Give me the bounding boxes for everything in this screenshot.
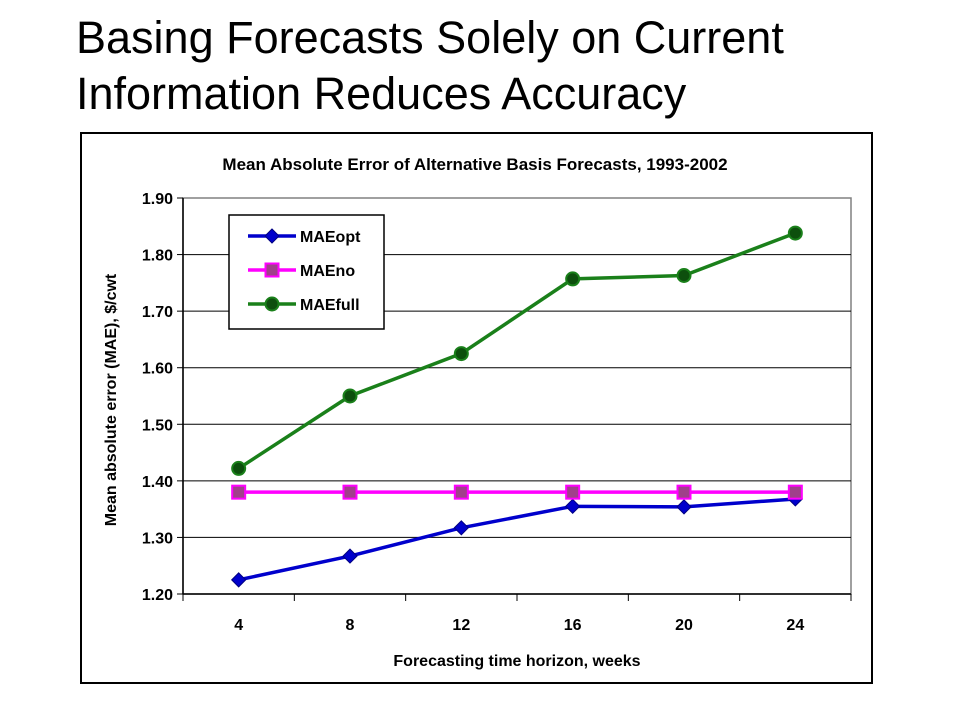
legend-marker <box>264 228 280 244</box>
plot-area: 1.20 1.30 1.40 1.50 1.60 1.70 1.80 1.90 4 8 12 16 20… <box>142 191 852 634</box>
y-tick-label: 1.40 <box>142 474 173 491</box>
legend-label: MAEfull <box>300 297 360 314</box>
data-point <box>565 484 581 500</box>
data-point <box>453 346 469 362</box>
y-tick-label: 1.70 <box>142 304 173 321</box>
data-point <box>342 388 358 404</box>
x-tick-label: 8 <box>346 617 355 634</box>
series-MAEopt <box>230 491 804 588</box>
y-axis-label: Mean absolute error (MAE), $/cwt <box>103 273 120 526</box>
chart-title: Mean Absolute Error of Alternative Basis… <box>222 155 727 174</box>
legend-marker <box>264 262 280 278</box>
data-point <box>787 484 803 500</box>
legend-label: MAEno <box>300 263 355 280</box>
data-point <box>787 225 803 241</box>
x-axis-label: Forecasting time horizon, weeks <box>393 653 640 670</box>
data-point <box>342 484 358 500</box>
data-point <box>676 484 692 500</box>
data-point <box>453 520 470 536</box>
slide-title-line-1: Basing Forecasts Solely on Current <box>76 12 784 63</box>
legend-item-MAEno: MAEno <box>248 262 355 280</box>
data-point <box>231 484 247 500</box>
data-point <box>230 572 247 588</box>
legend: MAEopt MAEno MAEfull <box>228 214 385 330</box>
y-tick-label: 1.90 <box>142 191 173 208</box>
slide-title: Basing Forecasts Solely on Current Infor… <box>76 10 936 122</box>
data-point <box>342 548 358 564</box>
y-tick-label: 1.60 <box>142 361 173 378</box>
data-point <box>231 460 247 476</box>
series-MAEno <box>231 484 803 500</box>
series-line <box>238 497 796 582</box>
data-point <box>676 499 692 515</box>
y-tick-label: 1.20 <box>142 587 173 604</box>
x-tick-label: 16 <box>564 617 582 634</box>
legend-item-MAEopt: MAEopt <box>248 228 361 246</box>
x-tick-label: 4 <box>234 617 243 634</box>
slide-title-line-2: Information Reduces Accuracy <box>76 68 687 119</box>
data-point <box>453 484 469 500</box>
data-point <box>564 498 581 515</box>
legend-box <box>228 214 385 330</box>
data-point <box>676 268 692 284</box>
legend-item-MAEfull: MAEfull <box>248 296 360 314</box>
x-tick-label: 12 <box>452 617 470 634</box>
legend-label: MAEopt <box>300 229 361 246</box>
x-tick-label: 24 <box>786 617 804 634</box>
series-line <box>237 231 796 470</box>
legend-marker <box>264 296 280 312</box>
y-tick-label: 1.30 <box>142 530 173 547</box>
data-point <box>565 271 581 287</box>
x-tick-label: 20 <box>675 617 693 634</box>
y-tick-label: 1.80 <box>142 248 173 265</box>
series-MAEfull <box>231 225 803 476</box>
y-tick-label: 1.50 <box>142 417 173 434</box>
